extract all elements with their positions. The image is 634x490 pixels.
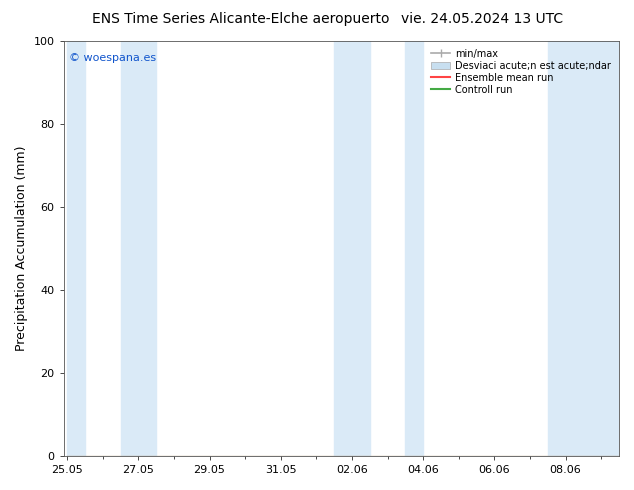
- Text: ENS Time Series Alicante-Elche aeropuerto: ENS Time Series Alicante-Elche aeropuert…: [92, 12, 390, 26]
- Bar: [405, 41, 423, 456]
- Legend: min/max, Desviaci acute;n est acute;ndar, Ensemble mean run, Controll run: min/max, Desviaci acute;n est acute;ndar…: [428, 46, 614, 98]
- Bar: [120, 41, 156, 456]
- Text: vie. 24.05.2024 13 UTC: vie. 24.05.2024 13 UTC: [401, 12, 563, 26]
- Bar: [334, 41, 370, 456]
- Bar: [67, 41, 85, 456]
- Text: © woespana.es: © woespana.es: [69, 53, 156, 64]
- Y-axis label: Precipitation Accumulation (mm): Precipitation Accumulation (mm): [15, 146, 28, 351]
- Bar: [548, 41, 619, 456]
